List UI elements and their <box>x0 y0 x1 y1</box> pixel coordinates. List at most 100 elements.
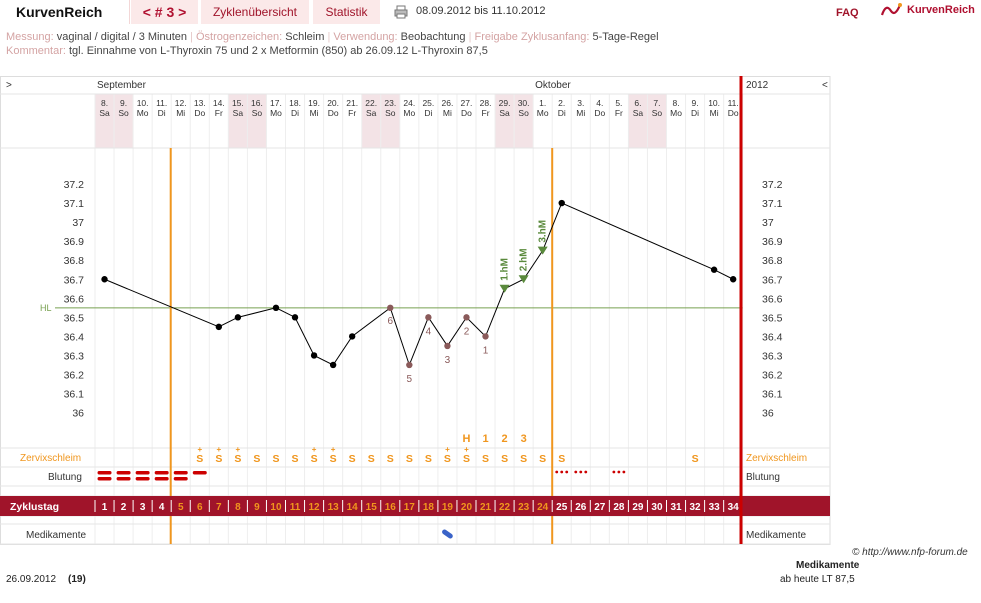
footer-date: 26.09.2012 <box>6 574 57 585</box>
temperature-point <box>348 333 356 340</box>
cycle-day-number: 6 <box>197 502 203 513</box>
day-weekday: So <box>518 108 529 118</box>
day-weekday: Do <box>194 108 205 118</box>
cycle-day-number: 20 <box>461 502 473 513</box>
hm-label: 3.hM <box>538 220 549 243</box>
hm-marker <box>499 284 510 293</box>
cycle-day-number: 29 <box>632 502 644 513</box>
count-marker: 3 <box>445 355 451 366</box>
cycle-day-number: 30 <box>651 502 663 513</box>
weekend-shade <box>495 94 515 148</box>
cycle-day-number: 34 <box>728 502 740 513</box>
mucus-entry: S <box>387 453 394 465</box>
cycle-meta: Messung: vaginal / digital / 3 Minuten |… <box>6 30 659 58</box>
cycle-nav-button[interactable]: < # 3 > <box>131 0 198 24</box>
hm-label: 1.hM <box>500 258 511 281</box>
day-date: 11. <box>728 98 739 108</box>
hm-label: 2.hM <box>519 248 530 271</box>
mucus-plus: + <box>312 445 317 454</box>
mucus-entry: S <box>196 453 203 465</box>
meta-line-2: Kommentar: tgl. Einnahme von L-Thyroxin … <box>6 44 659 58</box>
chart-nav-right: < <box>822 80 828 91</box>
measure-label: Messung: <box>6 31 54 43</box>
y-tick-label-left: 37 <box>72 217 84 229</box>
y-tick-label-right: 36.5 <box>762 312 783 324</box>
cycle-day-number: 21 <box>480 502 492 513</box>
day-weekday: Do <box>328 108 339 118</box>
medication-row-label: Medikamente <box>26 530 86 541</box>
tab-statistics[interactable]: Statistik <box>313 0 380 24</box>
day-weekday: Do <box>461 108 472 118</box>
temperature-point <box>310 352 318 359</box>
cycle-day-number: 19 <box>442 502 454 513</box>
comment-label: Kommentar: <box>6 45 66 57</box>
day-date: 13. <box>194 98 206 108</box>
peak-marker: H <box>462 433 470 445</box>
day-weekday: Mi <box>443 108 452 118</box>
tab-cycle-overview[interactable]: Zyklenübersicht <box>201 0 309 24</box>
faq-link[interactable]: FAQ <box>836 7 859 19</box>
bleeding-heavy <box>97 471 112 475</box>
weekend-shade <box>380 94 400 148</box>
temperature-point <box>710 266 718 273</box>
day-date: 12. <box>175 98 187 108</box>
temperature-point <box>729 276 737 283</box>
day-weekday: Di <box>424 108 432 118</box>
mucus-row-label: Zervixschleim <box>20 453 81 464</box>
day-date: 19. <box>308 98 320 108</box>
y-tick-label-left: 36.5 <box>64 312 85 324</box>
day-date: 6. <box>634 98 641 108</box>
mucus-entry: S <box>311 453 318 465</box>
day-date: 3. <box>577 98 584 108</box>
temperature-point <box>463 314 470 321</box>
mucus-entry: S <box>558 453 565 465</box>
count-marker: 6 <box>387 316 393 327</box>
day-date: 21. <box>346 98 358 108</box>
cycle-day-number: 4 <box>159 502 165 513</box>
app-title[interactable]: KurvenReich <box>0 0 130 24</box>
mucus-entry: S <box>539 453 546 465</box>
mucus-entry: S <box>234 453 241 465</box>
estrogen-value: Schleim <box>285 31 325 43</box>
bleeding-light <box>192 471 207 475</box>
printer-icon[interactable] <box>394 5 408 19</box>
day-date: 26. <box>442 98 454 108</box>
comment-value: tgl. Einnahme von L-Thyroxin 75 und 2 x … <box>68 45 488 57</box>
day-date: 1. <box>539 98 546 108</box>
mucus-entry: S <box>482 453 489 465</box>
day-date: 25. <box>422 98 434 108</box>
cycle-day-number: 14 <box>347 502 359 513</box>
cycle-day-row <box>0 496 830 516</box>
day-weekday: Mo <box>537 108 549 118</box>
mucus-entry: S <box>215 453 222 465</box>
temperature-point <box>482 333 489 340</box>
count-marker: 4 <box>426 326 432 337</box>
cycle-day-number: 9 <box>254 502 260 513</box>
day-date: 8. <box>672 98 679 108</box>
hm-marker <box>518 275 529 284</box>
cycle-day-number: 24 <box>537 502 549 513</box>
temperature-point <box>215 323 223 331</box>
day-date: 14. <box>213 98 225 108</box>
hl-label: HL <box>40 303 52 313</box>
mucus-entry: S <box>349 453 356 465</box>
cycle-day-number: 12 <box>309 502 321 513</box>
cycle-day-number: 8 <box>235 502 241 513</box>
bleeding-heavy <box>135 477 150 481</box>
mucus-row-label-right: Zervixschleim <box>746 453 807 464</box>
mucus-entry: S <box>463 453 470 465</box>
cycle-day-number: 1 <box>102 502 108 513</box>
y-tick-label-left: 37.1 <box>64 198 85 210</box>
temperature-line <box>104 202 734 367</box>
cycle-day-number: 28 <box>613 502 625 513</box>
y-tick-label-left: 36.1 <box>64 389 85 401</box>
day-weekday: Mo <box>403 108 415 118</box>
day-weekday: Sa <box>366 108 377 118</box>
count-marker: 1 <box>483 345 489 356</box>
day-weekday: Do <box>728 108 739 118</box>
day-weekday: Mo <box>670 108 682 118</box>
cycle-day-number: 22 <box>499 502 511 513</box>
day-date: 23. <box>384 98 396 108</box>
bleeding-heavy <box>173 471 188 475</box>
mucus-plus: + <box>236 445 241 454</box>
